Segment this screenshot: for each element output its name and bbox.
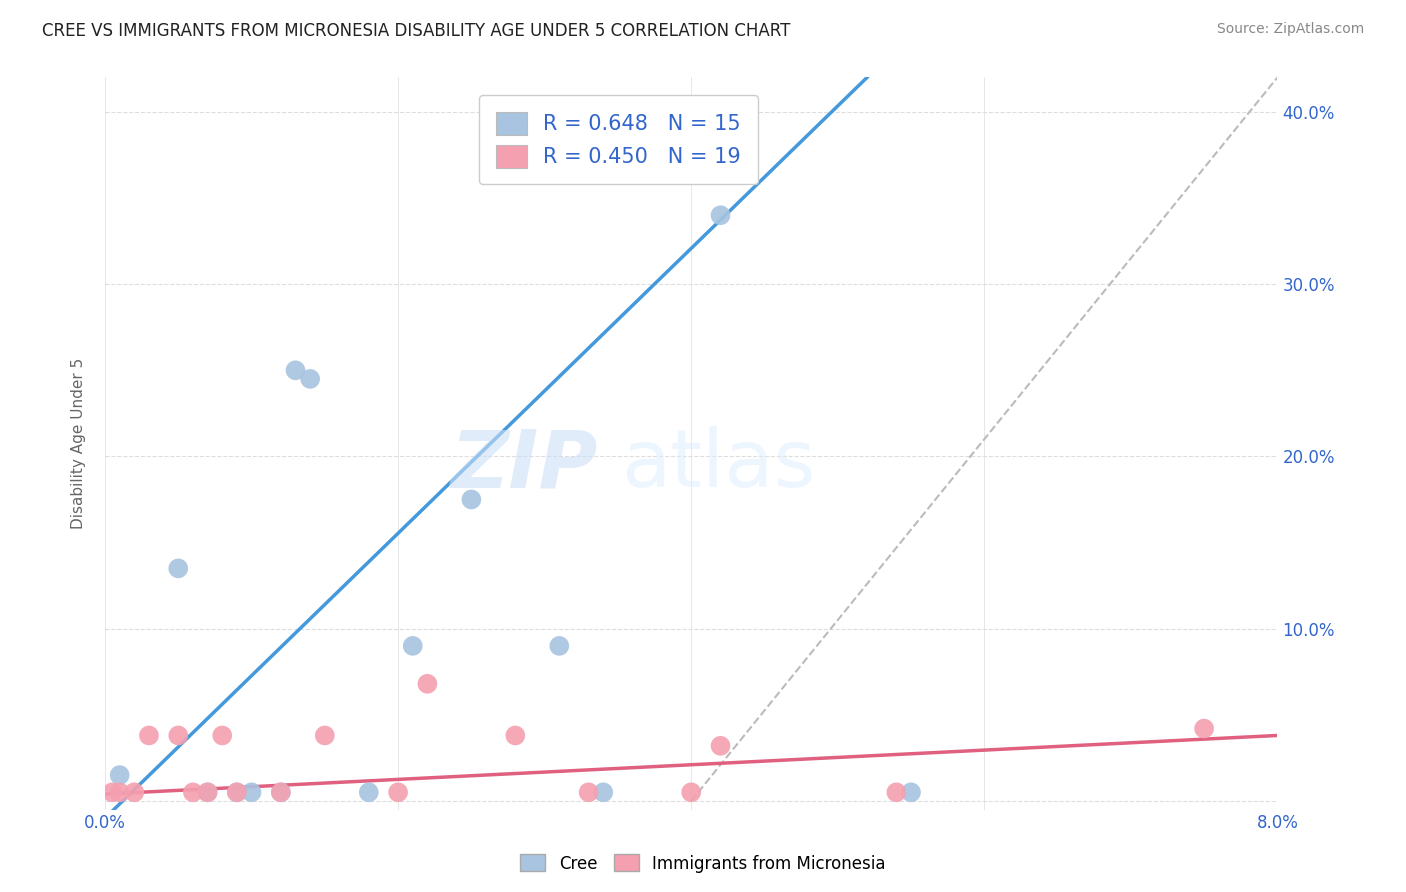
Point xyxy=(314,729,336,743)
Y-axis label: Disability Age Under 5: Disability Age Under 5 xyxy=(72,358,86,529)
Point xyxy=(402,639,425,653)
Point xyxy=(900,785,922,799)
Point xyxy=(270,785,292,799)
Point xyxy=(101,785,124,799)
Point xyxy=(886,785,908,799)
Point xyxy=(211,729,233,743)
Point xyxy=(167,561,190,575)
Text: CREE VS IMMIGRANTS FROM MICRONESIA DISABILITY AGE UNDER 5 CORRELATION CHART: CREE VS IMMIGRANTS FROM MICRONESIA DISAB… xyxy=(42,22,790,40)
Point xyxy=(299,372,322,386)
Point xyxy=(240,785,263,799)
Legend: R = 0.648   N = 15, R = 0.450   N = 19: R = 0.648 N = 15, R = 0.450 N = 19 xyxy=(479,95,758,185)
Point xyxy=(548,639,571,653)
Point xyxy=(709,208,731,222)
Point xyxy=(124,785,146,799)
Point xyxy=(197,785,219,799)
Text: atlas: atlas xyxy=(621,426,815,505)
Point xyxy=(416,677,439,691)
Text: Source: ZipAtlas.com: Source: ZipAtlas.com xyxy=(1216,22,1364,37)
Point xyxy=(167,729,190,743)
Point xyxy=(270,785,292,799)
Point xyxy=(578,785,600,799)
Point xyxy=(225,785,247,799)
Point xyxy=(709,739,731,753)
Point xyxy=(138,729,160,743)
Point xyxy=(1192,722,1215,736)
Point xyxy=(592,785,614,799)
Point xyxy=(460,492,482,507)
Point xyxy=(357,785,380,799)
Point xyxy=(108,785,131,799)
Point xyxy=(681,785,703,799)
Point xyxy=(225,785,247,799)
Point xyxy=(108,768,131,782)
Point xyxy=(284,363,307,377)
Point xyxy=(197,785,219,799)
Text: ZIP: ZIP xyxy=(450,426,598,505)
Point xyxy=(181,785,204,799)
Point xyxy=(387,785,409,799)
Point xyxy=(505,729,527,743)
Legend: Cree, Immigrants from Micronesia: Cree, Immigrants from Micronesia xyxy=(513,847,893,880)
